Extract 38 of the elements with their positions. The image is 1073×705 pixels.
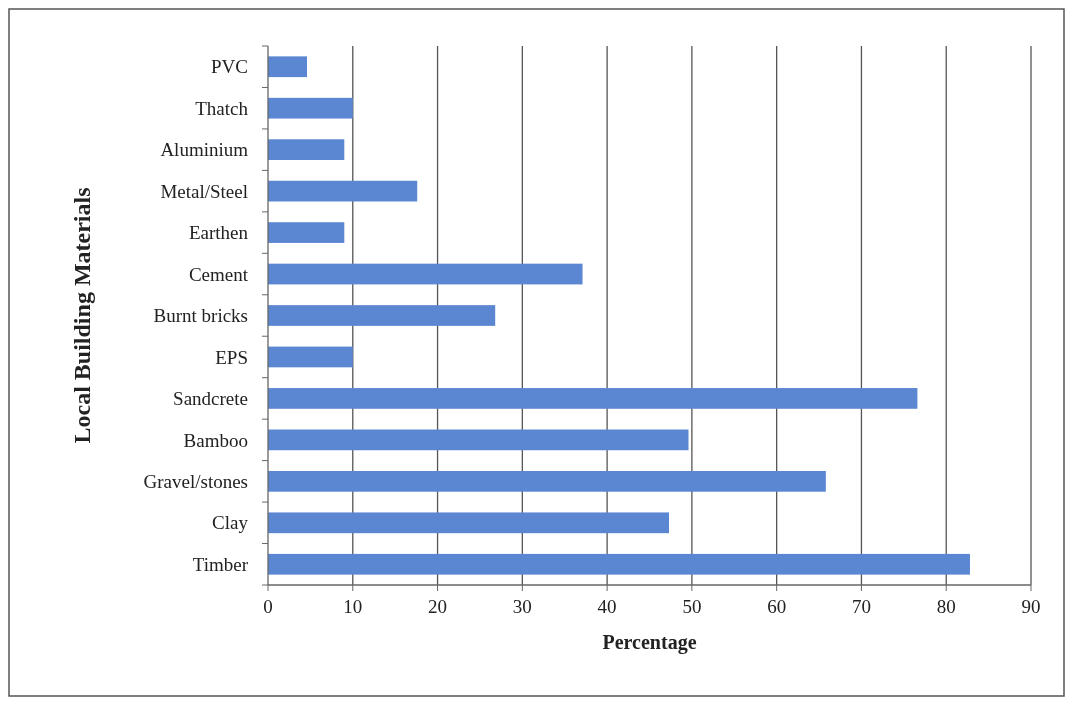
bar xyxy=(268,388,918,409)
x-tick-label: 10 xyxy=(343,596,363,617)
bar xyxy=(268,346,353,368)
bar xyxy=(268,56,307,78)
bar xyxy=(268,180,418,202)
y-tick-label: Bamboo xyxy=(183,429,248,451)
x-tick-label: 50 xyxy=(682,596,702,617)
x-axis-title: Percentage xyxy=(602,631,697,654)
y-tick-label: Cement xyxy=(188,263,249,285)
x-tick-label: 60 xyxy=(767,596,787,617)
y-tick-label: Gravel/stones xyxy=(143,471,248,492)
x-tick-label: 0 xyxy=(263,596,273,617)
bar xyxy=(268,139,345,161)
x-tick-label: 20 xyxy=(428,596,448,617)
x-tick-label: 30 xyxy=(512,596,532,617)
y-tick-label: PVC xyxy=(211,56,248,78)
bar xyxy=(268,222,345,243)
y-tick-label: Metal/Steel xyxy=(160,180,248,202)
y-tick-label: Burnt bricks xyxy=(153,305,248,327)
y-tick-label: Aluminium xyxy=(160,139,249,161)
x-tick-label: 80 xyxy=(936,596,956,617)
y-tick-label: Clay xyxy=(212,512,249,534)
y-tick-label: EPS xyxy=(215,346,248,368)
x-tick-label: 70 xyxy=(851,596,871,617)
bar xyxy=(268,470,826,492)
y-tick-label: Sandcrete xyxy=(173,388,248,410)
bar xyxy=(268,512,669,534)
y-tick-label: Timber xyxy=(192,553,249,575)
bar xyxy=(268,263,583,285)
y-tick-label: Earthen xyxy=(188,222,249,244)
y-tick-label: Thatch xyxy=(195,97,249,119)
y-axis-title: Local Building Materials xyxy=(69,187,95,444)
bar xyxy=(268,553,970,575)
bar xyxy=(268,429,689,451)
x-tick-label: 40 xyxy=(597,596,617,617)
bar xyxy=(268,305,496,326)
x-tick-label: 90 xyxy=(1021,596,1041,617)
bar xyxy=(268,97,353,119)
